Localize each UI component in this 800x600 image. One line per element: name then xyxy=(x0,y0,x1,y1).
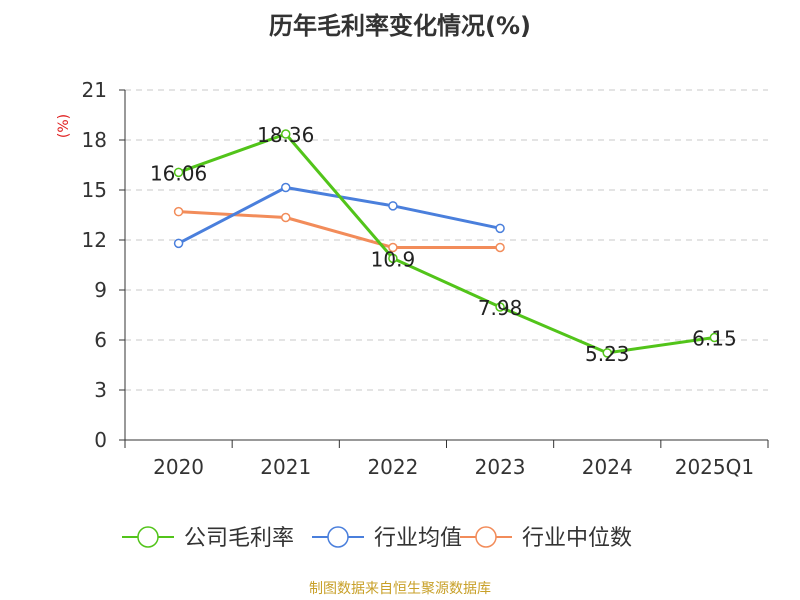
data-label: 10.9 xyxy=(371,247,416,271)
x-tick-label: 2022 xyxy=(367,455,418,479)
data-point xyxy=(495,302,505,312)
y-axis-label: (%) xyxy=(56,114,72,138)
data-point xyxy=(173,238,184,249)
y-tick-label: 12 xyxy=(82,228,107,252)
series-line xyxy=(178,132,715,355)
y-tick-label: 21 xyxy=(82,78,107,102)
y-tick-label: 6 xyxy=(94,328,107,352)
legend-swatch-marker xyxy=(137,526,159,548)
x-tick-label: 2021 xyxy=(260,455,311,479)
y-tick-label: 15 xyxy=(82,178,107,202)
data-source-note: 制图数据来自恒生聚源数据库 xyxy=(309,581,491,597)
y-tick-label: 18 xyxy=(82,128,107,152)
data-label: 5.23 xyxy=(585,342,630,366)
legend-label: 行业中位数 xyxy=(522,526,632,551)
x-tick-label: 2025Q1 xyxy=(675,455,754,479)
legend-swatch-marker xyxy=(475,526,497,548)
data-point xyxy=(495,223,505,234)
data-point xyxy=(173,167,184,178)
data-point xyxy=(281,129,291,139)
y-tick-label: 9 xyxy=(94,278,107,302)
data-point xyxy=(709,332,720,343)
data-label: 7.98 xyxy=(478,296,523,320)
data-point xyxy=(173,206,184,217)
data-point xyxy=(281,212,291,223)
legend-swatch-marker xyxy=(327,526,349,548)
data-point xyxy=(388,201,398,211)
y-tick-label: 0 xyxy=(94,428,107,452)
data-point xyxy=(602,348,612,358)
x-tick-label: 2023 xyxy=(475,455,526,479)
x-tick-label: 2020 xyxy=(153,455,204,479)
data-point xyxy=(388,253,398,264)
data-label: 16.06 xyxy=(150,161,207,185)
legend-label: 公司毛利率 xyxy=(184,526,294,551)
x-tick-label: 2024 xyxy=(582,455,633,479)
data-point xyxy=(388,242,398,253)
data-label: 6.15 xyxy=(692,327,737,351)
data-point xyxy=(495,242,505,253)
chart-title: 历年毛利率变化情况(%) xyxy=(269,12,531,40)
data-point xyxy=(281,182,291,193)
data-label: 18.36 xyxy=(257,123,314,147)
legend-label: 行业均值 xyxy=(374,526,462,551)
y-tick-label: 3 xyxy=(94,378,107,402)
